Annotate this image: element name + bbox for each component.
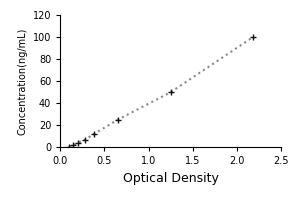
X-axis label: Optical Density: Optical Density [123,172,219,185]
Y-axis label: Concentration(ng/mL): Concentration(ng/mL) [17,28,27,135]
